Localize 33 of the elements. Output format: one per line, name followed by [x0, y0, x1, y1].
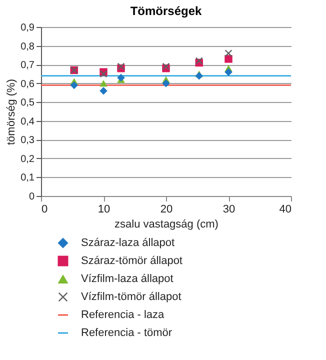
point — [162, 79, 170, 88]
y-tick-label: 0,6 — [20, 78, 35, 90]
y-tick-label: 0,9 — [20, 22, 35, 34]
y-tick-label: 0,5 — [20, 98, 35, 109]
x-tick-label: 0 — [42, 204, 48, 216]
legend-label: Vízfilm-laza állapot — [81, 273, 174, 285]
y-tick-label: 0 — [28, 192, 35, 202]
y-tick-label: 0,1 — [20, 172, 35, 184]
y-tick-label: 0,3 — [20, 135, 35, 146]
point — [100, 80, 108, 87]
x-tick-label: 30 — [222, 204, 236, 216]
point — [117, 74, 125, 82]
y-tick-label: 0,7 — [20, 60, 35, 72]
point — [70, 81, 78, 90]
x-tick-label: 40 — [279, 204, 292, 216]
y-tick-label: 0,4 — [20, 116, 35, 128]
y-axis-title: tömörség (%) — [6, 78, 18, 146]
legend-label: Száraz-laza állapot — [81, 237, 175, 249]
point — [100, 86, 108, 95]
point — [224, 55, 232, 63]
legend-label: Referencia - tömör — [81, 327, 172, 339]
point — [195, 72, 203, 80]
point — [224, 50, 232, 58]
chart-title: Tömörségek — [130, 4, 202, 18]
legend-label: Referencia - laza — [81, 309, 166, 321]
x-tick-label: 10 — [98, 204, 110, 216]
legend-label: Vízfilm-tömör állapot — [81, 291, 182, 303]
y-tick-label: 0,8 — [20, 41, 35, 52]
y-tick-label: 0,2 — [20, 154, 35, 165]
x-tick-label: 20 — [160, 204, 173, 216]
point — [224, 68, 232, 76]
legend-label: Száraz-tömör állapot — [81, 255, 182, 267]
x-axis-title: zsalu vastagság (cm) — [114, 218, 218, 230]
